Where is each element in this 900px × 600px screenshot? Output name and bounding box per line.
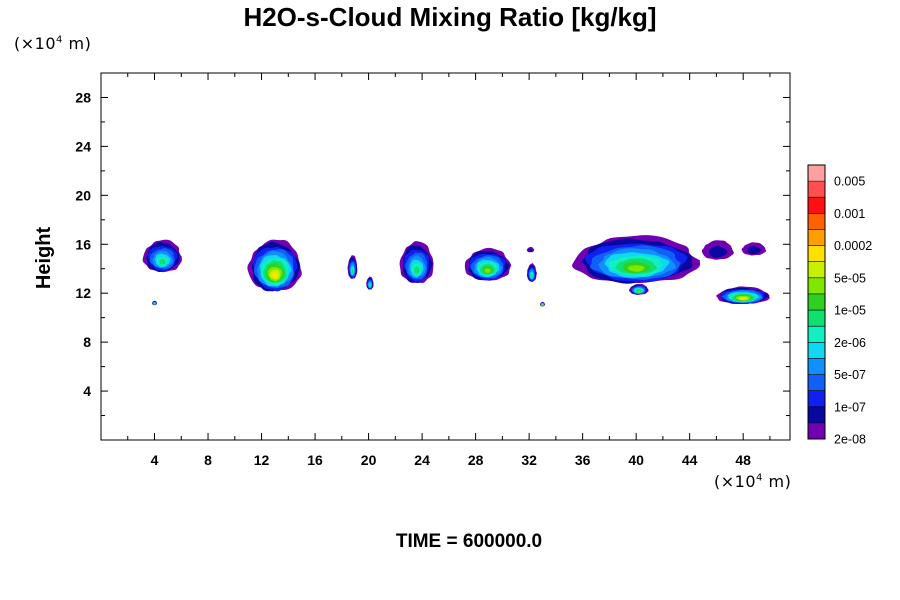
y-axis-label: Height	[33, 227, 55, 290]
colorbar-label: 2e-08	[834, 433, 866, 447]
plot-frame	[100, 72, 791, 441]
x-tick-label: 8	[204, 452, 212, 468]
cloud-contour	[747, 246, 762, 255]
colorbar-label: 5e-07	[834, 368, 866, 382]
cloud-region	[142, 239, 182, 273]
cloud-contour	[484, 268, 491, 273]
cloud-region	[701, 240, 734, 260]
cloud-region	[716, 286, 770, 304]
colorbar-label: 0.001	[834, 207, 865, 221]
y-axis-unit: (×104 m)	[14, 34, 92, 53]
x-tick-label: 28	[468, 452, 484, 468]
y-tick-label: 28	[75, 89, 91, 105]
colorbar-swatch	[808, 326, 825, 343]
colorbar-label: 5e-05	[834, 271, 866, 285]
x-axis-unit: (×104 m)	[714, 472, 792, 491]
cloud-contour	[413, 266, 420, 274]
x-tick-label: 20	[361, 452, 377, 468]
cloud-contour	[530, 274, 533, 278]
colorbar-swatch	[808, 261, 825, 279]
cloud-contour	[159, 259, 166, 265]
y-tick-label: 8	[83, 334, 91, 350]
cloud-region	[399, 241, 434, 284]
x-tick-label: 24	[414, 452, 430, 468]
cloud-contour	[369, 284, 371, 287]
y-tick-label: 16	[75, 236, 91, 252]
colorbar-label: 1e-05	[834, 304, 866, 318]
cloud-region	[526, 246, 535, 253]
colorbar-swatch	[808, 310, 825, 327]
colorbar-swatch	[808, 374, 825, 392]
cloud-contour	[740, 297, 747, 300]
y-tick-label: 12	[75, 285, 91, 301]
cloud-contour	[154, 303, 155, 305]
cloud-contour	[709, 246, 728, 258]
cloud-region	[347, 255, 358, 279]
chart-title: H2O-s-Cloud Mixing Ratio [kg/kg]	[243, 2, 657, 32]
x-tick-label: 40	[628, 452, 644, 468]
colorbar-label: 0.005	[834, 175, 865, 189]
cloud-contour	[637, 290, 641, 293]
time-label: TIME = 600000.0	[395, 531, 543, 552]
cloud-region	[366, 276, 374, 290]
x-tick-label: 44	[682, 452, 698, 468]
x-tick-label: 36	[575, 452, 591, 468]
cloud-contour	[542, 304, 543, 306]
cloud-region	[152, 300, 157, 306]
cloud-region	[741, 242, 767, 256]
colorbar-frame	[807, 164, 826, 440]
cloud-contour	[351, 269, 354, 274]
x-tick-label: 48	[735, 452, 751, 468]
colorbar-label: 2e-06	[834, 336, 866, 350]
cloud-region	[540, 301, 545, 307]
colorbar-label: 1e-07	[834, 400, 866, 414]
cloud-region	[247, 239, 302, 292]
cloud-region	[572, 235, 701, 284]
colorbar-swatch	[808, 406, 825, 424]
x-tick-label: 4	[151, 452, 159, 468]
cloud-field	[142, 235, 770, 307]
colorbar-swatch	[808, 165, 825, 182]
colorbar-swatch	[808, 197, 825, 214]
x-tick-label: 16	[307, 452, 323, 468]
colorbar-swatch	[808, 229, 825, 247]
cloud-contour	[528, 248, 533, 252]
colorbar-swatch	[808, 293, 825, 311]
cloud-contour	[627, 265, 645, 272]
x-tick-label: 12	[254, 452, 270, 468]
colorbar-swatch	[808, 358, 825, 376]
colorbar-swatch	[808, 390, 825, 408]
cloud-contour	[272, 272, 278, 279]
colorbar: 0.005 0.001 0.0002 5e-05 1e-05 2e-06 5e-07 1e-0…	[807, 164, 872, 447]
y-tick-label: 4	[83, 383, 91, 399]
y-tick-label: 20	[75, 187, 91, 203]
cloud-region	[464, 247, 512, 281]
colorbar-swatch	[808, 181, 825, 198]
colorbar-swatch	[808, 213, 825, 230]
colorbar-label: 0.0002	[834, 239, 872, 253]
colorbar-swatch	[808, 342, 825, 359]
y-tick-label: 24	[75, 138, 91, 154]
colorbar-swatch	[808, 245, 825, 263]
cloud-region	[629, 283, 649, 295]
cloud-region	[526, 263, 537, 282]
colorbar-swatch	[808, 422, 825, 440]
colorbar-swatch	[808, 277, 825, 295]
x-tick-label: 32	[521, 452, 537, 468]
